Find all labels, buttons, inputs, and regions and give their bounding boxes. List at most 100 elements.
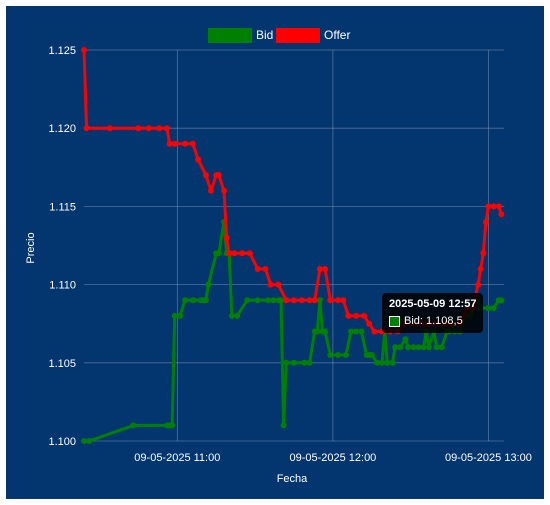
offer-point[interactable] (306, 297, 313, 304)
bid-point[interactable] (278, 297, 284, 304)
bid-point[interactable] (425, 344, 432, 351)
offer-point[interactable] (166, 140, 173, 147)
offer-point[interactable] (475, 281, 482, 288)
offer-point[interactable] (480, 250, 487, 257)
bid-point[interactable] (327, 352, 334, 358)
offer-point[interactable] (485, 203, 492, 210)
offer-point[interactable] (81, 47, 87, 53)
bid-point[interactable] (438, 344, 445, 351)
bid-point[interactable] (280, 422, 287, 429)
offer-point[interactable] (353, 312, 360, 319)
bid-point[interactable] (176, 312, 183, 319)
bid-point[interactable] (301, 359, 308, 366)
offer-point[interactable] (246, 250, 253, 257)
offer-point[interactable] (164, 125, 170, 132)
bid-point[interactable] (244, 297, 251, 304)
bid-point[interactable] (358, 328, 365, 335)
offer-point[interactable] (283, 297, 290, 304)
offer-point[interactable] (371, 328, 378, 335)
bid-point[interactable] (283, 359, 290, 366)
bid-point[interactable] (182, 297, 189, 304)
offer-point[interactable] (208, 187, 214, 194)
offer-point[interactable] (135, 125, 142, 132)
bid-point[interactable] (81, 438, 87, 444)
offer-point[interactable] (221, 187, 227, 194)
offer-point[interactable] (298, 297, 305, 304)
bid-point[interactable] (348, 328, 354, 335)
bid-point[interactable] (485, 305, 492, 312)
bid-point[interactable] (384, 359, 391, 366)
offer-point[interactable] (223, 234, 230, 241)
offer-point[interactable] (226, 250, 233, 257)
bid-point[interactable] (86, 438, 93, 444)
bid-point[interactable] (254, 297, 261, 304)
bid-point[interactable] (389, 359, 396, 366)
offer-point[interactable] (182, 140, 189, 147)
bid-point[interactable] (379, 359, 386, 366)
offer-point[interactable] (145, 125, 152, 132)
offer-point[interactable] (195, 156, 202, 163)
bid-point[interactable] (420, 344, 427, 351)
bid-point[interactable] (410, 344, 417, 351)
offer-point[interactable] (267, 281, 274, 288)
offer-point[interactable] (495, 203, 502, 210)
bid-point[interactable] (368, 352, 375, 358)
bid-point[interactable] (306, 359, 313, 366)
offer-point[interactable] (482, 219, 489, 225)
offer-point[interactable] (215, 172, 222, 179)
bid-point[interactable] (314, 328, 321, 335)
legend[interactable]: Bid Offer (208, 28, 350, 43)
offer-point[interactable] (254, 266, 261, 272)
offer-point[interactable] (366, 320, 373, 327)
bid-point[interactable] (374, 359, 380, 366)
bid-point[interactable] (169, 422, 176, 429)
bid-point[interactable] (433, 344, 440, 351)
bid-point[interactable] (316, 297, 323, 304)
bid-point[interactable] (291, 359, 297, 366)
bid-point[interactable] (205, 281, 212, 288)
offer-point[interactable] (202, 172, 209, 179)
bid-point[interactable] (353, 328, 360, 335)
offer-point[interactable] (477, 266, 484, 272)
offer-point[interactable] (189, 140, 196, 147)
bid-point[interactable] (228, 312, 235, 319)
bid-point[interactable] (270, 297, 277, 304)
offer-point[interactable] (311, 297, 318, 304)
bid-point[interactable] (322, 328, 329, 335)
bid-point[interactable] (490, 305, 497, 312)
offer-point[interactable] (340, 297, 347, 304)
offer-point[interactable] (490, 203, 497, 210)
offer-point[interactable] (156, 125, 163, 132)
offer-point[interactable] (275, 281, 282, 288)
offer-point[interactable] (171, 140, 178, 147)
bid-point[interactable] (405, 344, 412, 351)
offer-point[interactable] (327, 297, 334, 304)
offer-point[interactable] (498, 211, 505, 218)
offer-point[interactable] (239, 250, 246, 257)
bid-point[interactable] (397, 344, 404, 351)
offer-point[interactable] (322, 266, 329, 272)
bid-point[interactable] (215, 250, 222, 257)
bid-point[interactable] (130, 422, 137, 429)
bid-point[interactable] (392, 344, 399, 351)
bid-point[interactable] (265, 297, 272, 304)
bid-point[interactable] (342, 352, 349, 358)
offer-point[interactable] (262, 266, 269, 272)
offer-point[interactable] (361, 312, 367, 319)
offer-point[interactable] (106, 125, 113, 132)
offer-point[interactable] (291, 297, 297, 304)
bid-point[interactable] (234, 312, 240, 319)
offer-point[interactable] (345, 312, 352, 319)
bid-point[interactable] (189, 297, 196, 304)
bid-point[interactable] (202, 297, 209, 304)
offer-point[interactable] (231, 250, 238, 257)
legend-item-bid[interactable]: Bid (208, 28, 273, 43)
offer-point[interactable] (335, 297, 342, 304)
bid-point[interactable] (171, 312, 178, 319)
bid-point[interactable] (335, 352, 342, 358)
bid-point[interactable] (415, 344, 422, 351)
legend-item-offer[interactable]: Offer (276, 28, 350, 43)
bid-point[interactable] (402, 336, 409, 343)
bid-point[interactable] (498, 297, 505, 304)
offer-point[interactable] (316, 266, 323, 272)
